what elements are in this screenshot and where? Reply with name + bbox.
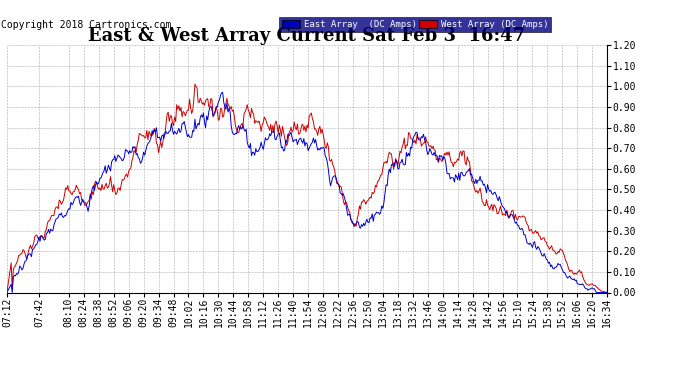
Title: East & West Array Current Sat Feb 3  16:47: East & West Array Current Sat Feb 3 16:4… xyxy=(88,27,526,45)
Text: Copyright 2018 Cartronics.com: Copyright 2018 Cartronics.com xyxy=(1,20,171,30)
Legend: East Array  (DC Amps), West Array (DC Amps): East Array (DC Amps), West Array (DC Amp… xyxy=(279,17,551,32)
